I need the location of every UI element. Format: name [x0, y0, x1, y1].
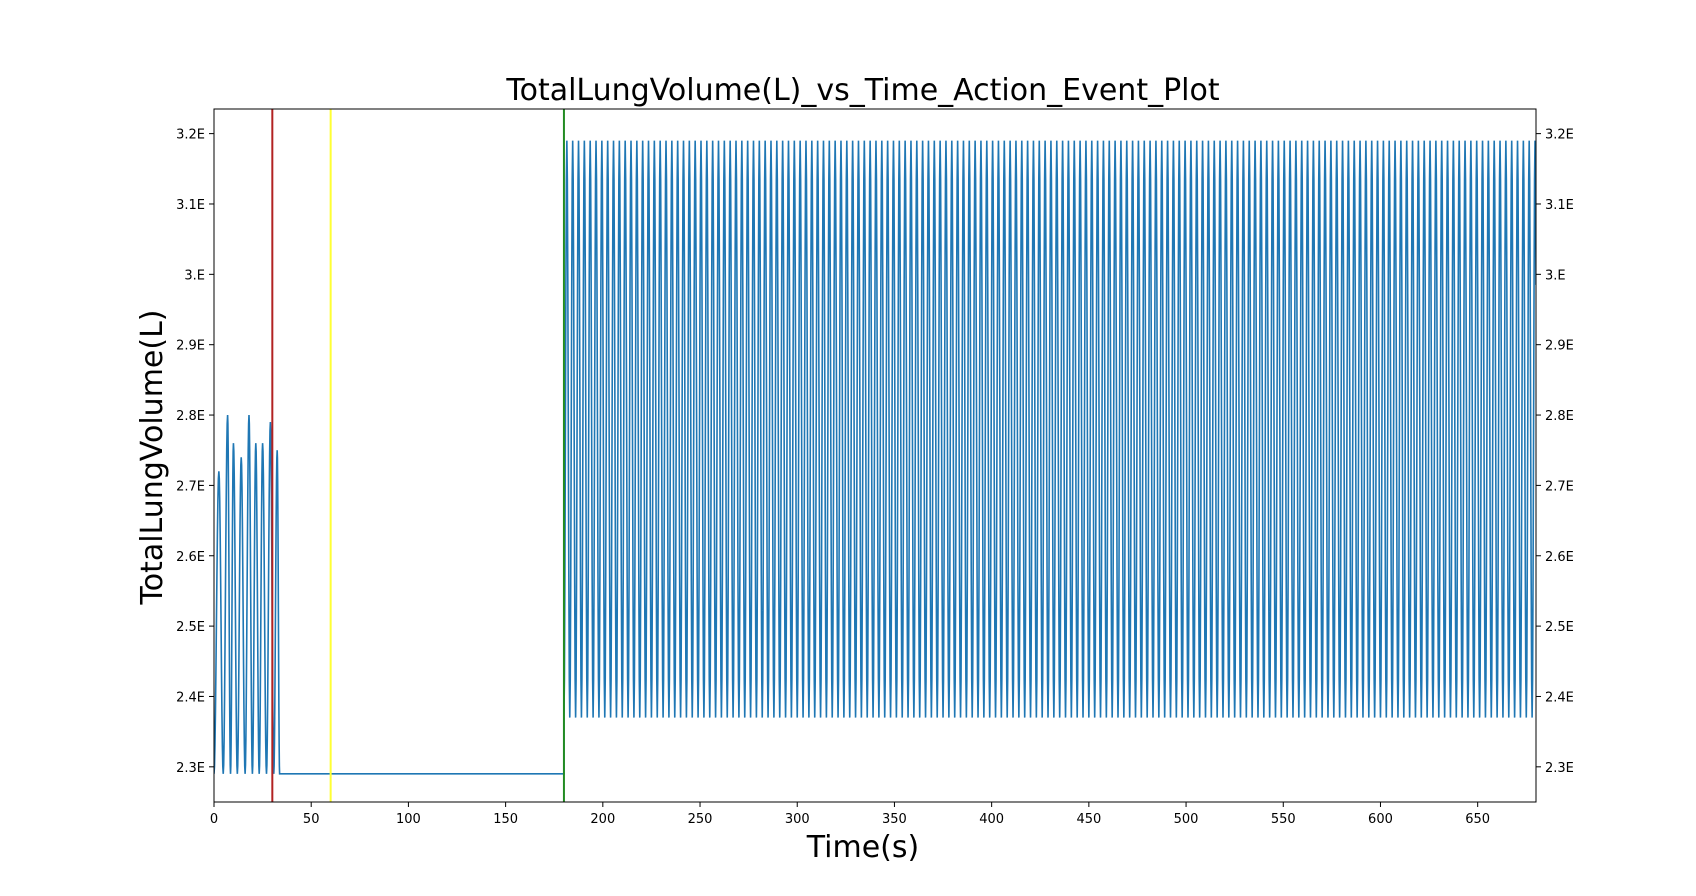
y-tick-label-left: 3.E [184, 268, 205, 283]
x-tick-label: 0 [210, 812, 218, 827]
y-tick-label-right: 3.1E [1545, 198, 1574, 213]
x-tick-label: 600 [1368, 812, 1393, 827]
y-tick-label-left: 2.3E [176, 761, 205, 776]
x-tick-label: 250 [688, 812, 713, 827]
y-tick-label-right: 2.8E [1545, 409, 1574, 424]
x-tick-label: 400 [979, 812, 1004, 827]
x-tick-label: 500 [1174, 812, 1199, 827]
y-tick-label-left: 2.9E [176, 339, 205, 354]
series-line [214, 140, 1536, 775]
x-tick-label: 200 [590, 812, 615, 827]
x-tick-label: 650 [1465, 812, 1490, 827]
chart-title: TotalLungVolume(L)_vs_Time_Action_Event_… [505, 73, 1219, 108]
y-tick-label-right: 3.2E [1545, 128, 1574, 143]
x-tick-label: 350 [882, 812, 907, 827]
y-axis-label: TotalLungVolume(L) [135, 309, 170, 605]
x-axis-label: Time(s) [806, 830, 919, 865]
x-tick-label: 550 [1271, 812, 1296, 827]
x-tick-label: 450 [1076, 812, 1101, 827]
y-tick-label-right: 2.3E [1545, 761, 1574, 776]
y-tick-label-left: 3.1E [176, 198, 205, 213]
y-tick-label-right: 2.7E [1545, 479, 1574, 494]
y-tick-label-left: 2.8E [176, 409, 205, 424]
y-tick-label-left: 2.5E [176, 620, 205, 635]
y-tick-label-right: 2.9E [1545, 339, 1574, 354]
y-tick-label-left: 2.6E [176, 550, 205, 565]
y-tick-label-right: 2.6E [1545, 550, 1574, 565]
x-tick-label: 100 [396, 812, 421, 827]
y-tick-label-left: 3.2E [176, 128, 205, 143]
y-tick-label-right: 2.4E [1545, 690, 1574, 705]
x-tick-label: 50 [303, 812, 320, 827]
y-tick-label-left: 2.4E [176, 690, 205, 705]
ticks-layer: 0 50 100 150 200 250 300 350 400 450 500 550 600 650 2… [176, 128, 1574, 827]
y-tick-label-right: 3.E [1545, 268, 1566, 283]
y-tick-label-left: 2.7E [176, 479, 205, 494]
x-tick-label: 300 [785, 812, 810, 827]
plot-frame [213, 108, 1537, 803]
y-tick-label-right: 2.5E [1545, 620, 1574, 635]
plot-data-layer [214, 109, 1536, 802]
x-tick-label: 150 [493, 812, 518, 827]
